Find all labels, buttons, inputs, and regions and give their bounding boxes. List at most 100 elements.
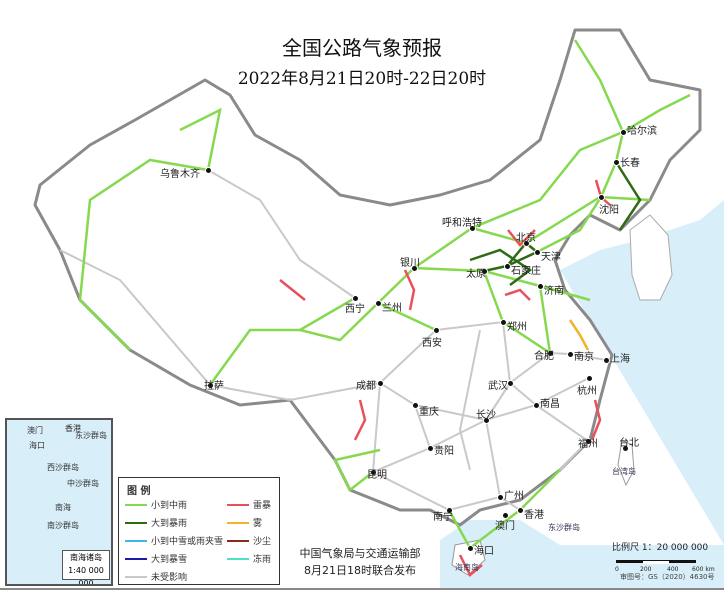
city-marker (469, 225, 476, 232)
city-label: 长春 (620, 158, 640, 169)
map-approval-number: 审图号：GS（2020）4630号 (620, 573, 715, 581)
legend-swatch (125, 503, 147, 506)
city-label: 天津 (541, 252, 561, 263)
city-marker (585, 438, 592, 445)
issuer-line-2: 8月21日18时联合发布 (304, 564, 416, 577)
city-marker (467, 545, 474, 552)
legend-item: 小到中雨 (125, 498, 187, 511)
city-label: 拉萨 (204, 381, 224, 392)
city-label: 南宁 (433, 512, 453, 523)
city-marker (547, 350, 554, 357)
scale-tick: 400 (667, 566, 679, 573)
city-label: 海口 (474, 546, 494, 557)
region-label: 台湾岛 (612, 467, 636, 476)
city-label: 重庆 (419, 407, 439, 418)
inset-label: 西沙群岛 (47, 463, 79, 472)
city-label: 上海 (610, 354, 630, 365)
legend-item: 冻雨 (227, 552, 271, 565)
legend-label: 小到中雪或雨夹雪 (151, 537, 224, 547)
city-label: 广州 (504, 491, 524, 502)
roads-thunderstorm (279, 179, 611, 577)
city-label: 贵阳 (434, 446, 454, 457)
city-marker (523, 240, 530, 247)
legend-item: 大到暴雪 (125, 552, 187, 565)
legend-item: 雷暴 (227, 498, 271, 511)
inset-label: 东沙群岛 (75, 431, 107, 440)
city-marker (598, 194, 605, 201)
city-label: 台北 (619, 438, 639, 449)
city-label: 沈阳 (599, 205, 619, 216)
legend-item: 雾 (227, 516, 262, 529)
legend-label: 大到暴雨 (151, 519, 188, 529)
legend-label: 冻雨 (253, 555, 272, 565)
legend-label: 小到中雨 (151, 501, 188, 511)
legend-item: 小到中雪或雨夹雪 (125, 534, 223, 547)
city-label: 西安 (422, 338, 442, 349)
scale-bar: 比例尺 1：20 000 000 0 200 400 600 km (612, 540, 722, 573)
city-label: 合肥 (534, 351, 554, 362)
legend-swatch (227, 521, 249, 524)
scale-tick: 0 (615, 566, 619, 573)
inset-scale: 1:40 000 000 (68, 566, 104, 586)
legend-item: 未受影响 (125, 570, 187, 583)
legend-item: 沙尘 (227, 534, 271, 547)
legend-swatch (227, 557, 249, 560)
city-label: 杭州 (577, 386, 597, 397)
legend-label: 未受影响 (151, 573, 188, 583)
frame-bottom (0, 588, 724, 590)
city-marker (205, 167, 212, 174)
city-marker (446, 507, 453, 514)
scale-label: 比例尺 1：20 000 000 (612, 543, 709, 553)
city-label: 北京 (516, 233, 536, 244)
legend-swatch (125, 557, 147, 560)
city-marker (483, 417, 490, 424)
city-marker (352, 295, 359, 302)
scale-tick: 600 km (692, 566, 715, 573)
inset-label: 海口 (29, 441, 45, 450)
city-label: 南昌 (540, 399, 560, 410)
legend-label: 雾 (253, 519, 263, 529)
map-title: 全国公路气象预报 (282, 36, 442, 60)
city-label: 呼和浩特 (442, 218, 482, 229)
roads-fog (568, 319, 590, 351)
inset-label: 中沙群岛 (67, 479, 99, 488)
city-marker (533, 402, 540, 409)
city-label: 南京 (574, 352, 594, 363)
inset-label: 澳门 (27, 426, 43, 435)
legend-swatch (227, 539, 249, 542)
inset-title: 南海诸岛 (70, 553, 102, 562)
city-label: 西宁 (345, 304, 365, 315)
city-label: 太原 (466, 269, 486, 280)
korea-peninsula (629, 214, 673, 301)
city-label: 香港 (524, 510, 544, 521)
city-label: 福州 (578, 439, 598, 450)
city-marker (427, 445, 434, 452)
city-marker (620, 129, 627, 136)
city-label: 成都 (356, 381, 376, 392)
city-label: 长沙 (476, 410, 496, 421)
inset-caption: 南海诸岛 1:40 000 000 (62, 550, 110, 584)
legend: 图 例 小到中雨 大到暴雨 小到中雪或雨夹雪 大到暴雪 未受影响 雷暴雾沙尘 冻雨 (118, 477, 280, 585)
region-label: 海南岛 (455, 563, 479, 572)
issuer-line-1: 中国气象局与交通运输部 (299, 547, 421, 560)
city-label: 武汉 (488, 381, 508, 392)
city-label: 澳门 (495, 521, 515, 532)
city-marker (497, 494, 504, 501)
city-marker (567, 351, 574, 358)
taiwan-island (617, 439, 635, 487)
legend-swatch (125, 539, 147, 542)
city-label: 济南 (544, 286, 564, 297)
city-marker (534, 249, 541, 256)
hainan-island (451, 539, 486, 576)
city-marker (411, 265, 418, 272)
city-marker (375, 300, 382, 307)
south-china-sea-inset: 南海诸岛 1:40 000 000 海口 澳门 香港 东沙群岛 西沙群岛 中沙群岛 南沙群岛… (5, 418, 113, 586)
legend-swatch (227, 503, 249, 506)
city-marker (537, 283, 544, 290)
city-label: 郑州 (507, 322, 527, 333)
legend-label: 雷暴 (253, 501, 272, 511)
city-marker (622, 445, 629, 452)
legend-swatch (125, 575, 147, 578)
city-marker (613, 159, 620, 166)
city-marker (500, 319, 507, 326)
